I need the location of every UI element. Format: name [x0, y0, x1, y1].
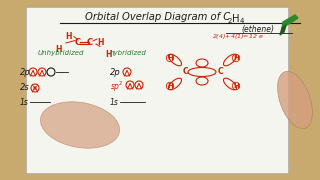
Text: C: C	[217, 68, 223, 76]
Text: H: H	[55, 45, 61, 54]
Text: H: H	[167, 55, 173, 61]
Text: H: H	[233, 83, 239, 89]
Text: 1s: 1s	[110, 98, 119, 107]
Text: sp$^2$: sp$^2$	[110, 80, 124, 94]
Ellipse shape	[277, 71, 312, 129]
Text: H: H	[105, 50, 111, 59]
Text: C: C	[182, 68, 188, 76]
Text: 1s: 1s	[20, 98, 29, 107]
Ellipse shape	[40, 102, 120, 148]
Polygon shape	[280, 25, 286, 35]
Text: 2p: 2p	[20, 68, 31, 77]
Text: 2(4)+4(1)=12 e$^{-}$: 2(4)+4(1)=12 e$^{-}$	[212, 32, 268, 41]
Text: C: C	[87, 38, 93, 47]
Text: (ethene): (ethene)	[242, 25, 275, 34]
Text: H: H	[65, 32, 71, 41]
Text: hybridized: hybridized	[110, 50, 147, 56]
Text: $\mathrm{_2H_4}$: $\mathrm{_2H_4}$	[227, 12, 245, 26]
Text: H: H	[233, 55, 239, 61]
Text: H: H	[97, 38, 103, 47]
Text: H: H	[167, 83, 173, 89]
Text: C: C	[75, 38, 81, 47]
Polygon shape	[282, 15, 298, 28]
Text: Orbital Overlap Diagram of C: Orbital Overlap Diagram of C	[85, 12, 231, 22]
Text: 2p: 2p	[110, 68, 121, 77]
Text: Unhybridized: Unhybridized	[38, 50, 84, 56]
Text: 2s: 2s	[20, 83, 30, 92]
